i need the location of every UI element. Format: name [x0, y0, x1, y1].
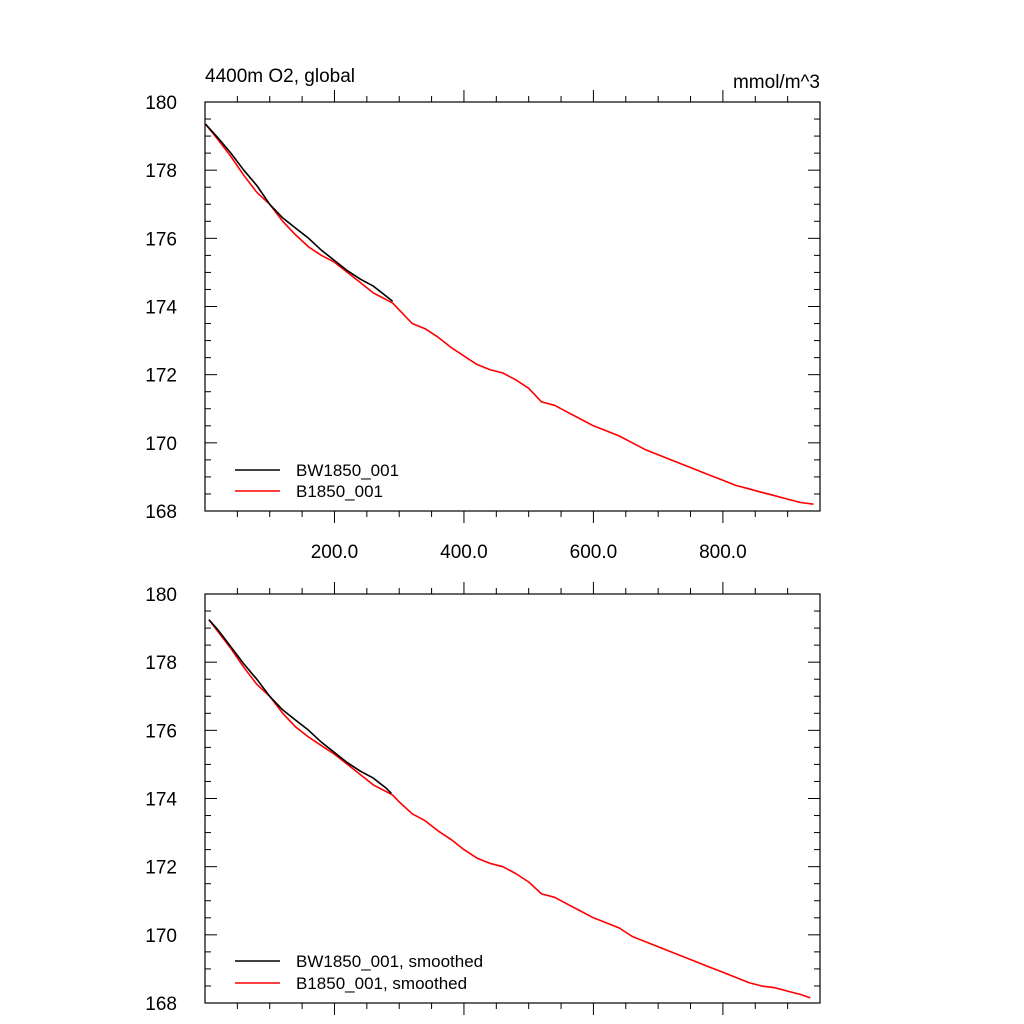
- series-line-b1850-001: [204, 123, 814, 505]
- y-tick-label: 168: [145, 502, 177, 523]
- series-line-bw1850-001-smoothed: [208, 619, 392, 794]
- y-tick-label: 170: [145, 434, 177, 455]
- series-group-bottom: [208, 619, 811, 999]
- y-tick-label: 170: [145, 926, 177, 947]
- plot-frame-top: [204, 101, 821, 512]
- x-tick-label: 800.0: [699, 542, 747, 563]
- y-tick-label: 168: [145, 994, 177, 1015]
- legend-label-b1850: B1850_001: [296, 482, 383, 501]
- tick-group-top: 168 170 172 174 176 178 180 200.0 400.0 600.0 800.…: [145, 90, 820, 563]
- legend-top: BW1850_001 B1850_001: [235, 461, 399, 501]
- x-tick-label: 200.0: [311, 542, 359, 563]
- x-tick-label: 600.0: [570, 542, 618, 563]
- legend-label-bw1850-smoothed: BW1850_001, smoothed: [296, 952, 483, 971]
- y-tick-label: 176: [145, 721, 177, 742]
- legend-label-b1850-smoothed: B1850_001, smoothed: [296, 974, 467, 993]
- series-line-bw1850-001: [205, 123, 394, 303]
- y-tick-label: 172: [145, 366, 177, 387]
- legend-bottom: BW1850_001, smoothed B1850_001, smoothed: [235, 952, 483, 993]
- series-group-top: [204, 123, 814, 505]
- y-tick-label: 180: [145, 93, 177, 114]
- x-tick-label: 400.0: [440, 542, 488, 563]
- tick-group-bottom: 168 170 172 174 176 178 180: [145, 582, 820, 1015]
- y-tick-label: 172: [145, 858, 177, 879]
- y-tick-label: 174: [145, 298, 177, 319]
- y-tick-label: 180: [145, 585, 177, 606]
- y-tick-label: 178: [145, 161, 177, 182]
- chart-title: 4400m O2, global: [205, 66, 355, 87]
- series-line-b1850-001-smoothed: [208, 619, 811, 999]
- plot-frame-bottom: [204, 593, 821, 1004]
- units-label: mmol/m^3: [733, 72, 820, 93]
- top-panel: 4400m O2, global mmol/m^3 168 170 172 174 17…: [145, 66, 821, 563]
- y-tick-label: 178: [145, 653, 177, 674]
- y-tick-label: 174: [145, 790, 177, 811]
- legend-label-bw1850: BW1850_001: [296, 461, 399, 480]
- y-tick-label: 176: [145, 229, 177, 250]
- bottom-panel: 168 170 172 174 176 178 180 BW1850_001, smooth…: [145, 582, 821, 1015]
